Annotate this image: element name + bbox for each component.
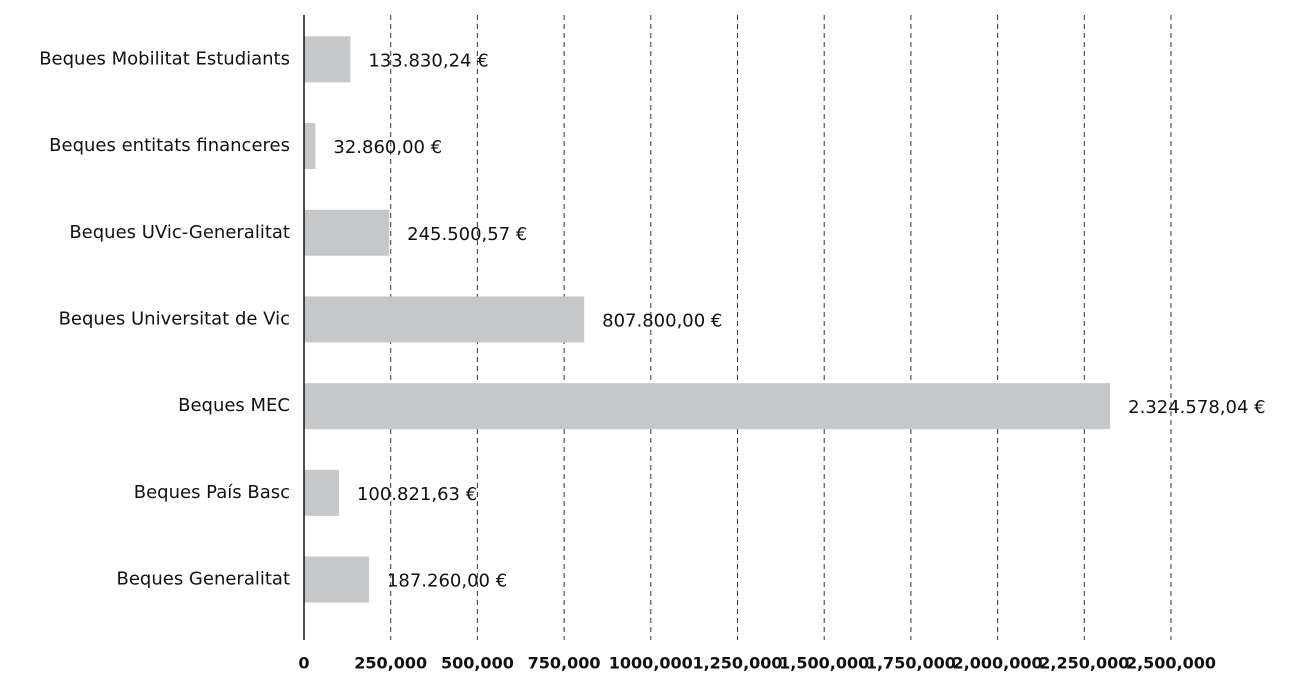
value-label: 187.260,00 € [387,571,507,592]
y-tick-label: Beques MEC [178,395,290,416]
value-label: 133.830,24 € [368,50,488,71]
y-tick-label: Beques Mobilitat Estudiants [39,48,290,69]
x-tick-label: 1000,000 [609,654,693,673]
x-tick-label: 2,250,000 [1039,654,1129,673]
bar [304,296,585,343]
value-label: 32.860,00 € [333,137,442,158]
x-tick-label: 1,250,000 [692,654,782,673]
value-label: 807.800,00 € [602,310,722,331]
x-tick-label: 1,500,000 [779,654,869,673]
x-tick-label: 750,000 [528,654,601,673]
bar [304,36,351,83]
bar [304,123,316,170]
y-tick-label: Beques País Basc [134,482,290,503]
value-label: 245.500,57 € [407,224,527,245]
bar [304,469,339,516]
value-label: 2.324.578,04 € [1128,397,1265,418]
y-tick-label: Beques entitats financeres [49,135,290,156]
y-tick-label: Beques Universitat de Vic [59,308,290,329]
bar [304,383,1111,430]
x-tick-label: 2,000,000 [953,654,1043,673]
bar [304,556,369,603]
x-tick-label: 0 [298,654,309,673]
y-tick-label: Beques UVic-Generalitat [69,222,290,243]
y-tick-label: Beques Generalitat [116,569,290,590]
x-tick-label: 500,000 [441,654,514,673]
x-tick-label: 1,750,000 [866,654,956,673]
value-label: 100.821,63 € [357,484,477,505]
x-tick-label: 250,000 [354,654,427,673]
x-tick-label: 2,500,000 [1126,654,1216,673]
bar [304,209,390,256]
